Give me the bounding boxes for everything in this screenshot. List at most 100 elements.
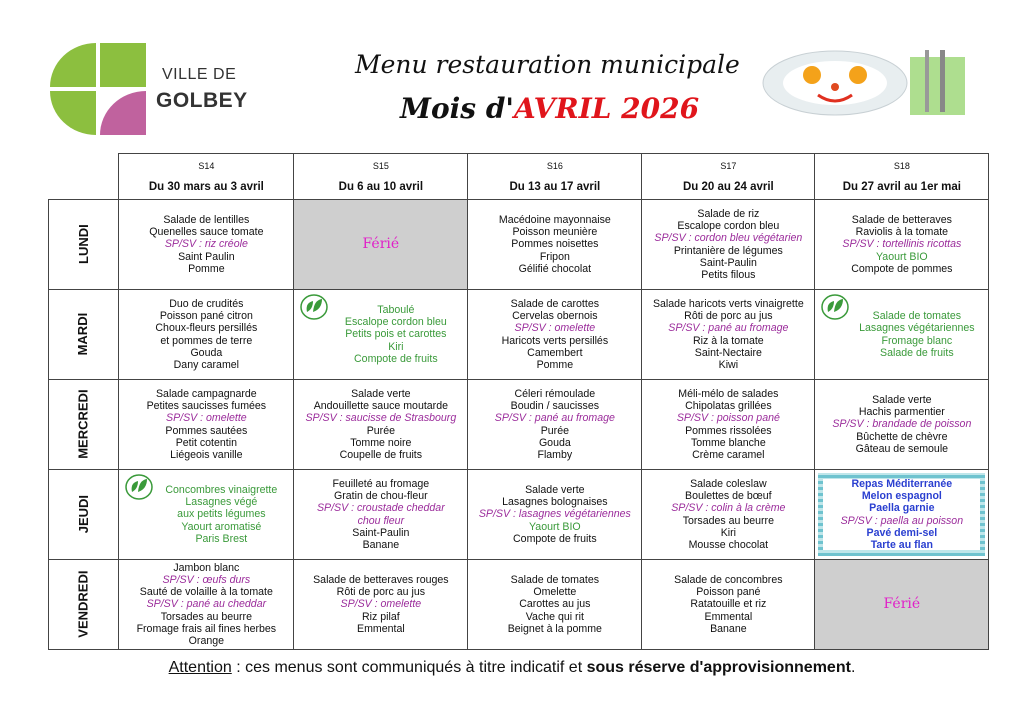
menu-item: SP/SV : poisson pané xyxy=(676,412,780,425)
menu-item: Poisson meunière xyxy=(512,226,598,239)
week-dates: Du 30 mars au 3 avril xyxy=(148,181,264,193)
menu-item: Omelette xyxy=(533,586,577,599)
menu-item: Méli-mélo de salades xyxy=(678,387,779,400)
week-header: S15 Du 6 au 10 avril xyxy=(293,153,469,200)
menu-item: Banane xyxy=(362,538,400,551)
menu-item: Gélifié chocolat xyxy=(518,262,592,275)
menu-item: Repas Méditerranée xyxy=(851,477,953,490)
menu-item: Petites saucisses fumées xyxy=(146,400,267,413)
menu-item: Salade de tomates xyxy=(872,310,962,323)
menu-cell: Salade de lentilles Quenelles sauce tomat… xyxy=(118,199,295,290)
menu-item: Raviolis à la tomate xyxy=(855,226,949,239)
menu-cell-holiday: Férié xyxy=(814,559,990,650)
menu-cell: Méli-mélo de salades Chipolatas grillées S… xyxy=(641,379,816,470)
menu-item: SP/SV : riz créole xyxy=(164,238,248,251)
menu-item: Emmental xyxy=(357,622,405,635)
menu-item: Rôti de porc au jus xyxy=(336,586,426,599)
footer-text: : ces menus sont communiqués à titre ind… xyxy=(231,659,587,676)
footer-bold: sous réserve d'approvisionnement xyxy=(586,659,851,676)
menu-item: Dany caramel xyxy=(173,358,240,371)
menu-cell: Céleri rémoulade Boudin / saucisses SP/SV … xyxy=(467,379,643,470)
menu-item: SP/SV : pané au fromage xyxy=(494,412,615,425)
menu-item: SP/SV : omelette xyxy=(340,598,422,611)
menu-item: chou fleur xyxy=(357,514,405,527)
menu-item: Compote de fruits xyxy=(354,352,438,365)
menu-item: Petits filous xyxy=(701,268,756,281)
menu-cell: Salade verte Hachis parmentier SP/SV : bra… xyxy=(814,379,990,470)
menu-item: Macédoine mayonnaise xyxy=(498,213,611,226)
menu-cell: Duo de crudités Poisson pané citron Choux-… xyxy=(118,289,295,380)
menu-item: Lasagnes végétariennes xyxy=(859,322,975,335)
menu-item: Emmental xyxy=(704,610,753,623)
week-dates: Du 6 au 10 avril xyxy=(338,181,424,193)
menu-item: Banane xyxy=(710,622,747,635)
footer-note: Attention : ces menus sont communiqués à… xyxy=(0,659,1024,677)
day-label: JEUDI xyxy=(47,469,120,560)
day-label: MERCREDI xyxy=(47,379,120,470)
week-dates: Du 27 avril au 1er mai xyxy=(842,181,961,193)
menu-item: SP/SV : omelette xyxy=(166,412,247,425)
menu-item: Tomme blanche xyxy=(690,436,766,449)
menu-item: Salade de concombres xyxy=(674,573,783,586)
menu-item: Tarte au flan xyxy=(870,538,933,551)
day-name: MERCREDI xyxy=(75,389,91,459)
menu-item: Melon espagnol xyxy=(861,490,942,503)
menu-item: Kiri xyxy=(720,526,736,539)
menu-cell: Salade de carottes Cervelas obernois SP/SV… xyxy=(467,289,643,380)
menu-item: Quenelles sauce tomate xyxy=(149,226,264,239)
menu-item: Gouda xyxy=(190,346,223,359)
menu-item: Boulettes de bœuf xyxy=(685,490,772,503)
menu-item: Pommes rissolées xyxy=(685,424,772,437)
week-header: S17 Du 20 au 24 avril xyxy=(641,153,816,200)
menu-item: Salade haricots verts vinaigrette xyxy=(652,297,804,310)
menu-item: Rôti de porc au jus xyxy=(684,310,773,323)
menu-item: Hachis parmentier xyxy=(858,406,945,419)
menu-item: SP/SV : pané au cheddar xyxy=(146,598,267,611)
menu-item: Poisson pané citron xyxy=(159,310,253,323)
menu-item: Salade de fruits xyxy=(880,346,954,359)
week-code: S15 xyxy=(372,160,389,171)
menu-item: Vache qui rit xyxy=(525,610,584,623)
menu-cell: Salade de tomates Lasagnes végétariennes F… xyxy=(814,289,990,380)
menu-cell: Concombres vinaigrette Lasagnes végé aux p… xyxy=(118,469,295,560)
menu-item: SP/SV : œufs durs xyxy=(162,573,251,586)
menu-item: Sauté de volaille à la tomate xyxy=(139,586,273,599)
menu-item: Mousse chocolat xyxy=(688,538,769,551)
menu-item: Gratin de chou-fleur xyxy=(334,490,428,503)
subtitle-prefix: Mois d' xyxy=(400,92,514,125)
menu-item: Salade campagnarde xyxy=(155,387,257,400)
day-name: LUNDI xyxy=(75,224,91,264)
menu-item: SP/SV : tortellinis ricottas xyxy=(842,238,962,251)
week-code: S18 xyxy=(893,160,910,171)
menu-item: Salade de betteraves rouges xyxy=(313,573,449,586)
week-header: S14 Du 30 mars au 3 avril xyxy=(118,153,295,200)
menu-cell: Salade de betteraves rouges Rôti de porc … xyxy=(293,559,469,650)
menu-cell: Salade campagnarde Petites saucisses fumé… xyxy=(118,379,295,470)
menu-item: Crème caramel xyxy=(692,448,765,461)
menu-item: Liégeois vanille xyxy=(170,448,243,461)
day-row: MERCREDI Salade campagnarde Petites saucis… xyxy=(47,379,990,470)
logo-ville-de: VILLE DE xyxy=(162,66,237,83)
menu-item: Fromage frais ail fines herbes xyxy=(136,622,277,635)
day-name: MARDI xyxy=(75,312,91,356)
menu-cell-themed: Repas Méditerranée Melon espagnol Paella g… xyxy=(814,469,990,560)
menu-table: S14 Du 30 mars au 3 avril S15 Du 6 au 10 av… xyxy=(47,153,990,650)
menu-item: Flamby xyxy=(537,448,573,461)
menu-item: Gouda xyxy=(538,436,571,449)
day-label: MARDI xyxy=(47,289,120,380)
menu-item: Carottes au jus xyxy=(519,598,591,611)
vegetarian-icon xyxy=(125,474,154,500)
menu-cell: Feuilleté au fromage Gratin de chou-fleur… xyxy=(293,469,469,560)
menu-item: et pommes de terre xyxy=(160,334,253,347)
menu-cell: Taboulé Escalope cordon bleu Petits pois e… xyxy=(293,289,469,380)
menu-item: Torsades au beurre xyxy=(160,610,252,623)
menu-item: Camembert xyxy=(527,346,583,359)
menu-item: Concombres vinaigrette xyxy=(165,483,278,496)
week-dates: Du 20 au 24 avril xyxy=(682,181,774,193)
menu-item: Fromage blanc xyxy=(881,334,953,347)
menu-item: Salade de riz xyxy=(697,207,760,220)
menu-cell: Salade de riz Escalope cordon bleu SP/SV :… xyxy=(641,199,816,290)
menu-cell: Salade haricots verts vinaigrette Rôti de… xyxy=(641,289,816,380)
holiday-label: Férié xyxy=(883,595,921,612)
menu-item: Gâteau de semoule xyxy=(855,442,949,455)
